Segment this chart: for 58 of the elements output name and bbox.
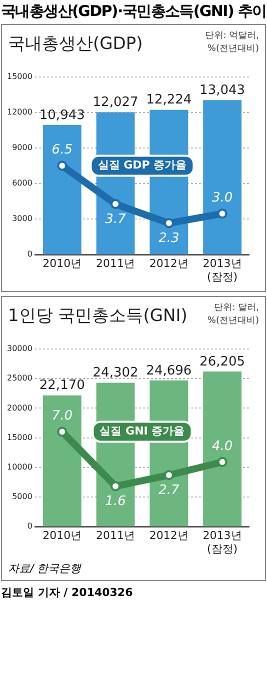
point [164, 470, 174, 480]
y-tick-label: 15000 [6, 72, 32, 82]
chart-subtitle: 단위: 억달러, %(전년대비) [205, 30, 259, 55]
x-tick-label: 2012년 [149, 529, 188, 542]
point [217, 457, 228, 468]
bar [42, 395, 82, 526]
x-tick-label: 2013년 (잠정) [202, 529, 242, 556]
y-tick-label: 9000 [12, 143, 32, 152]
bar [203, 100, 242, 254]
series-label: 실질 GDP 증가율 [98, 158, 187, 172]
point [110, 481, 121, 492]
y-tick-label: 20000 [6, 403, 32, 412]
chart-title: 1인당 국민총소득(GNI) [8, 305, 188, 327]
text: 자료/ 한국은행 [8, 561, 82, 576]
data-label: 6.5 [52, 142, 72, 158]
data-label: 22,170 [39, 378, 85, 394]
point [57, 426, 68, 437]
point [217, 208, 228, 219]
data-label: 2.3 [158, 231, 180, 246]
y-tick-label: 0 [27, 250, 32, 259]
data-label: 3.7 [105, 212, 127, 227]
y-tick-label: 25000 [6, 374, 32, 383]
x-tick-label: 2012년 [149, 257, 188, 270]
x-tick-label: 2010년 [42, 257, 82, 270]
y-tick-label: 0 [27, 522, 32, 531]
text: 국내총생산(GDP)·국민총소득(GNI) 추이 [1, 2, 266, 21]
data-label: 3.0 [212, 190, 233, 206]
y-tick-label: 12000 [6, 108, 32, 117]
y-tick-label: 30000 [6, 344, 32, 354]
y-tick-label: 6000 [12, 178, 32, 188]
data-label: 10,943 [39, 108, 85, 123]
y-tick-label: 3000 [12, 214, 32, 224]
data-label: 4.0 [212, 438, 233, 454]
data-label: 13,043 [200, 83, 246, 98]
data-label: 7.0 [52, 408, 72, 424]
point [57, 160, 68, 171]
text: 실질 GNI 증가율 [100, 424, 185, 438]
point [164, 218, 174, 228]
y-tick-label: 5000 [12, 492, 32, 502]
x-tick-label: 2011년 [96, 257, 136, 270]
point [110, 199, 121, 210]
data-label: 12,224 [146, 92, 192, 108]
data-label: 26,205 [200, 354, 246, 370]
chart-title: 국내총생산(GDP) [8, 33, 143, 55]
data-label: 1.6 [105, 494, 126, 510]
bar [203, 371, 242, 526]
data-label: 2.7 [158, 483, 180, 498]
y-tick-label: 15000 [6, 432, 32, 442]
x-tick-label: 2013년 (잠정) [202, 257, 242, 284]
data-label: 24,696 [146, 363, 192, 378]
text: 김토일 기자 / 20140326 [1, 585, 134, 600]
chart-subtitle: 단위: 달러, %(전년대비) [207, 302, 259, 327]
x-tick-label: 2010년 [42, 529, 82, 542]
data-label: 24,302 [92, 366, 138, 381]
y-tick-label: 10000 [6, 462, 32, 472]
data-label: 12,027 [92, 95, 138, 110]
x-tick-label: 2011년 [96, 529, 136, 542]
bar [42, 125, 82, 254]
